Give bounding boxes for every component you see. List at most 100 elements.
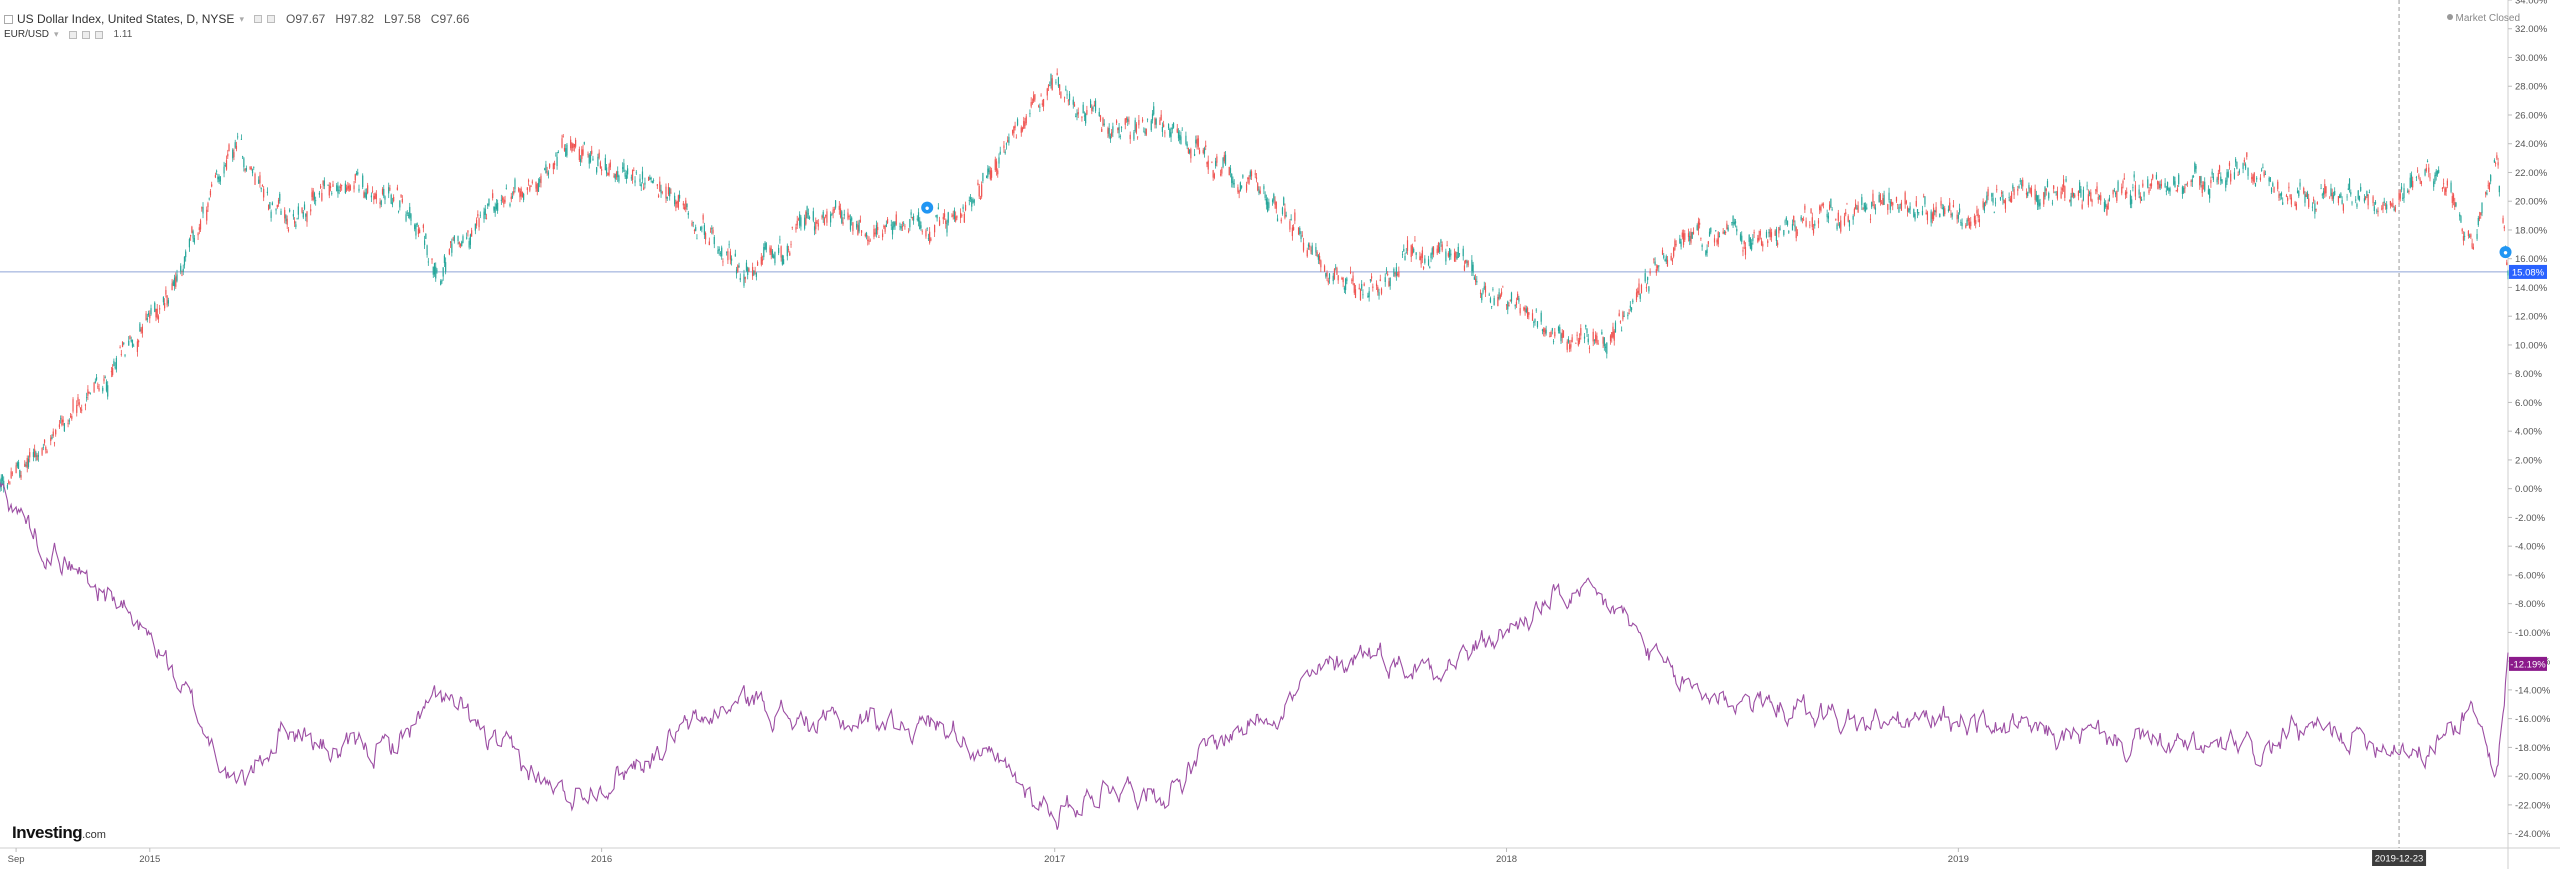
candle bbox=[2087, 194, 2089, 205]
candle bbox=[1471, 259, 1473, 272]
candle bbox=[997, 170, 999, 175]
candle bbox=[2210, 179, 2212, 184]
candle bbox=[2103, 201, 2106, 212]
candle bbox=[2140, 198, 2143, 201]
symbol-menu-chevron-icon[interactable]: ▾ bbox=[239, 13, 244, 24]
candle bbox=[1034, 94, 1036, 100]
candle bbox=[869, 240, 871, 242]
candle bbox=[596, 167, 598, 173]
candle bbox=[961, 215, 963, 217]
candle bbox=[624, 172, 626, 177]
candle bbox=[1614, 322, 1617, 333]
candle bbox=[1082, 104, 1084, 114]
candle bbox=[285, 215, 287, 222]
candle bbox=[2269, 177, 2271, 182]
candle bbox=[1493, 298, 1495, 306]
candle bbox=[1687, 233, 1690, 238]
candle bbox=[173, 277, 176, 287]
candle bbox=[419, 229, 421, 234]
candle bbox=[535, 182, 537, 189]
candle bbox=[729, 251, 731, 260]
candle bbox=[727, 251, 729, 261]
candle bbox=[2306, 192, 2309, 199]
compare-settings-icon[interactable] bbox=[81, 30, 90, 39]
candle bbox=[1065, 89, 1067, 91]
eye-icon[interactable] bbox=[253, 15, 262, 23]
candle bbox=[2279, 193, 2281, 196]
candle bbox=[1377, 286, 1379, 293]
candle bbox=[310, 209, 312, 212]
candle bbox=[1299, 228, 1301, 234]
candle bbox=[1455, 251, 1457, 258]
y-tick-label: 30.00% bbox=[2515, 53, 2548, 64]
candle bbox=[2341, 199, 2343, 204]
candle bbox=[146, 317, 148, 320]
candle bbox=[653, 180, 655, 182]
candle bbox=[1164, 132, 1166, 134]
candle bbox=[2235, 159, 2237, 163]
candle bbox=[1342, 278, 1344, 283]
candle bbox=[1697, 221, 1700, 231]
candle bbox=[530, 186, 532, 188]
candle bbox=[58, 424, 61, 428]
candle bbox=[364, 192, 366, 198]
candle bbox=[1675, 244, 1677, 246]
candle bbox=[1949, 202, 1951, 210]
y-tick-label: 34.00% bbox=[2515, 0, 2548, 7]
candle bbox=[2313, 199, 2315, 201]
candle bbox=[1509, 300, 1511, 302]
candle bbox=[1076, 113, 1078, 116]
candle bbox=[717, 249, 719, 254]
ohlc-close: C97.66 bbox=[430, 12, 470, 26]
candle bbox=[1956, 214, 1958, 220]
candle bbox=[1637, 290, 1639, 294]
candle bbox=[26, 458, 28, 468]
candle bbox=[1404, 255, 1406, 261]
candle bbox=[1424, 258, 1426, 263]
candle bbox=[1718, 236, 1721, 238]
candle bbox=[1907, 207, 1909, 212]
candle bbox=[893, 221, 895, 228]
candle bbox=[2211, 171, 2213, 175]
candle bbox=[667, 187, 670, 195]
candle bbox=[2069, 199, 2071, 202]
candle bbox=[747, 267, 749, 276]
candle bbox=[2072, 192, 2075, 197]
candle bbox=[1221, 168, 1223, 174]
candle bbox=[2123, 178, 2125, 180]
candle bbox=[1923, 196, 1925, 198]
candle bbox=[1586, 328, 1588, 334]
candle bbox=[1878, 194, 1880, 203]
collapse-legend-icon[interactable] bbox=[4, 14, 13, 24]
candle bbox=[1632, 300, 1634, 303]
candle bbox=[1143, 131, 1145, 133]
candle bbox=[903, 223, 905, 224]
candle bbox=[182, 268, 184, 272]
candle bbox=[2034, 188, 2036, 200]
candle bbox=[19, 469, 21, 477]
candle bbox=[139, 323, 141, 332]
candle bbox=[2098, 196, 2101, 197]
candle bbox=[1111, 132, 1113, 137]
candle bbox=[60, 418, 62, 420]
candle bbox=[322, 180, 324, 185]
candle bbox=[223, 166, 225, 174]
candle bbox=[1343, 287, 1345, 290]
settings-icon[interactable] bbox=[266, 15, 275, 23]
compare-menu-chevron-icon[interactable]: ▾ bbox=[54, 29, 59, 39]
candle bbox=[1519, 308, 1521, 314]
candle bbox=[225, 160, 228, 170]
candle bbox=[2088, 192, 2091, 194]
candle bbox=[1939, 213, 1941, 218]
candle bbox=[2152, 174, 2154, 179]
candle bbox=[1231, 173, 1233, 183]
candle bbox=[2368, 192, 2370, 194]
compare-eye-icon[interactable] bbox=[68, 30, 77, 39]
candle bbox=[69, 416, 72, 417]
y-tick-label: 4.00% bbox=[2515, 427, 2542, 438]
candle bbox=[780, 246, 782, 258]
compare-remove-icon[interactable] bbox=[94, 30, 103, 39]
candle bbox=[1274, 200, 1276, 205]
